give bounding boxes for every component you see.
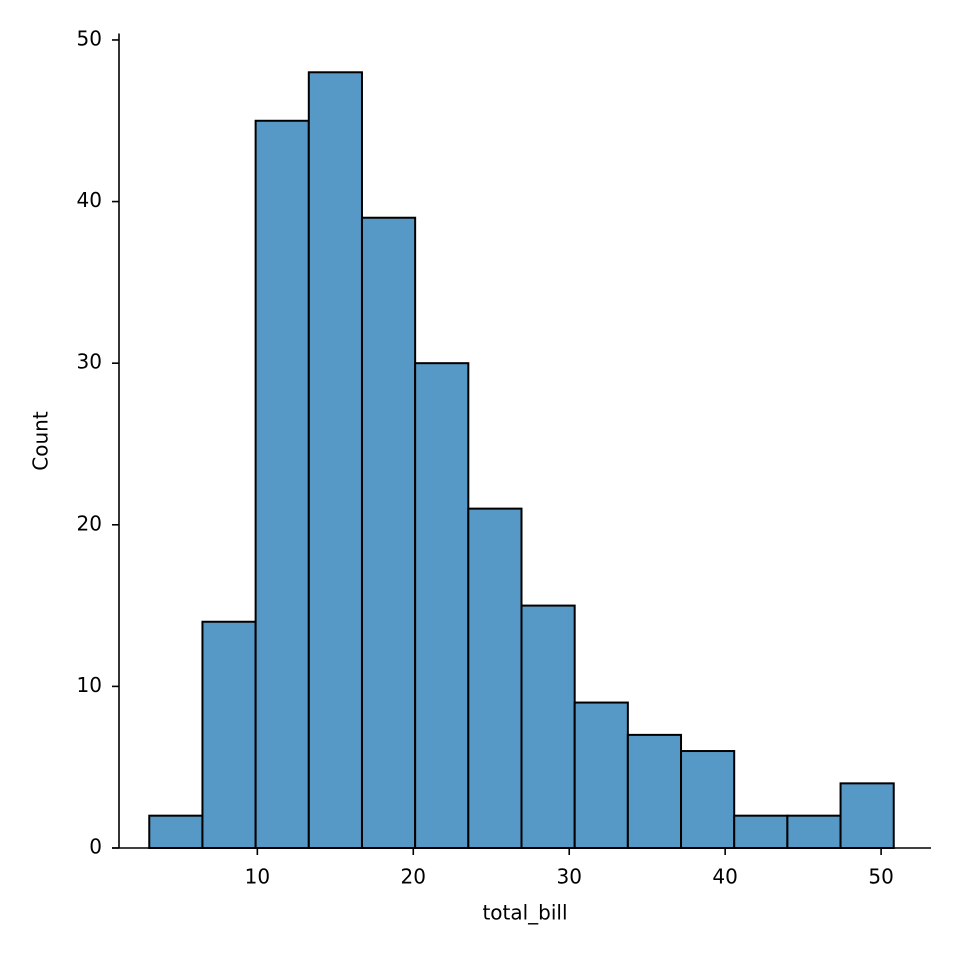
y-tick-label: 40 bbox=[77, 188, 102, 212]
bar bbox=[680, 750, 736, 849]
y-tick-label: 50 bbox=[77, 26, 102, 50]
x-tick-label: 10 bbox=[245, 865, 270, 889]
bar bbox=[733, 814, 789, 850]
x-tick-label: 30 bbox=[556, 865, 581, 889]
bar bbox=[201, 620, 257, 849]
bar bbox=[786, 814, 842, 850]
y-tick-label: 20 bbox=[77, 511, 102, 535]
x-axis-label: total_bill bbox=[482, 901, 567, 925]
x-tick-label: 20 bbox=[401, 865, 426, 889]
bar bbox=[414, 362, 470, 849]
bar bbox=[254, 119, 310, 849]
x-tick-label: 50 bbox=[868, 865, 893, 889]
y-tick-label: 10 bbox=[77, 673, 102, 697]
bar bbox=[307, 71, 363, 850]
bar bbox=[148, 814, 204, 850]
y-tick-label: 30 bbox=[77, 350, 102, 374]
bar bbox=[467, 507, 523, 849]
bar bbox=[520, 604, 576, 850]
bar bbox=[626, 733, 683, 849]
x-tick-label: 40 bbox=[712, 865, 737, 889]
y-tick-label: 0 bbox=[89, 835, 102, 859]
y-axis-label: Count bbox=[29, 411, 53, 471]
bar bbox=[573, 701, 629, 850]
bar bbox=[839, 782, 895, 849]
bar bbox=[360, 216, 417, 850]
